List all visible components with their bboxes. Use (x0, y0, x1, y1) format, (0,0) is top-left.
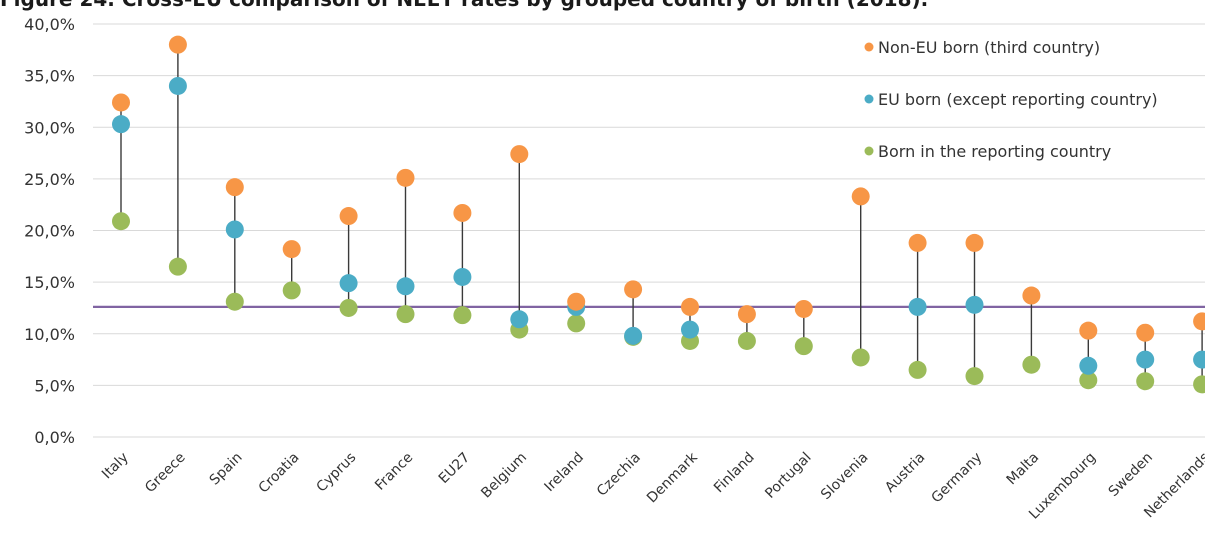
data-point (624, 326, 643, 345)
data-point (737, 305, 756, 324)
x-tick-label: France (372, 450, 416, 494)
data-point (567, 314, 586, 333)
legend-marker (864, 146, 874, 156)
data-point (225, 220, 244, 239)
data-point (965, 295, 984, 314)
x-tick-label: Portugal (762, 450, 814, 502)
legend-marker (864, 94, 874, 104)
data-point (112, 115, 130, 134)
data-point (396, 305, 415, 324)
y-tick-label: 5,0% (34, 376, 75, 395)
data-point (1193, 350, 1205, 369)
grid-lines (93, 23, 1205, 438)
data-point (453, 203, 472, 222)
data-point (1079, 371, 1098, 390)
x-tick-label: Belgium (478, 450, 530, 502)
legend-label: Born in the reporting country (878, 142, 1111, 161)
data-point (624, 280, 643, 299)
x-tick-label: Germany (929, 450, 986, 507)
y-tick-label: 15,0% (24, 273, 75, 292)
x-tick-label: Greece (142, 450, 189, 497)
y-tick-label: 35,0% (24, 67, 75, 86)
data-point (168, 35, 187, 54)
data-point (396, 168, 415, 187)
data-point (453, 306, 472, 325)
data-point (908, 233, 927, 252)
x-axis-ticks: Italy Greece Spain Croatia Cyprus France EU27 B… (99, 449, 1205, 523)
data-point (1022, 355, 1041, 374)
data-point (168, 76, 187, 95)
data-point (339, 298, 358, 317)
y-tick-label: 0,0% (34, 428, 75, 447)
data-point (453, 267, 472, 286)
x-tick-label: Malta (1004, 450, 1043, 489)
legend: Non-EU born (third country) EU born (exce… (864, 38, 1158, 161)
x-tick-label: Czechia (594, 450, 644, 500)
data-point (794, 337, 813, 356)
data-point (908, 360, 927, 379)
x-tick-label: Slovenia (818, 450, 871, 503)
data-point (1079, 321, 1098, 340)
legend-marker (864, 42, 874, 52)
y-tick-label: 30,0% (24, 118, 75, 137)
y-tick-label: 20,0% (24, 222, 75, 241)
data-point (1136, 323, 1155, 342)
y-tick-label: 10,0% (24, 325, 75, 344)
data-point (1136, 350, 1155, 369)
x-tick-label: EU27 (436, 450, 473, 487)
data-point (965, 233, 984, 252)
data-point (225, 292, 244, 311)
data-point (1193, 312, 1205, 331)
data-point (681, 320, 699, 339)
x-tick-label: Denmark (644, 449, 701, 506)
y-axis-ticks: 0,0% 5,0% 10,0% 15,0% 20,0% 25,0% 30,0% 35,0% 40… (24, 15, 75, 447)
data-point (282, 281, 301, 300)
data-point (396, 277, 415, 296)
data-point (282, 240, 301, 259)
data-point (851, 348, 870, 367)
data-point (908, 297, 927, 316)
data-point (339, 207, 358, 226)
data-point (965, 367, 984, 386)
x-tick-label: Finland (711, 450, 758, 497)
data-point (1136, 372, 1155, 391)
x-tick-label: Austria (882, 450, 928, 496)
data-point (510, 310, 529, 329)
data-point (112, 93, 130, 112)
x-tick-label: Sweden (1106, 450, 1156, 500)
x-tick-label: Cyprus (314, 450, 360, 496)
data-point (510, 145, 529, 164)
x-tick-label: Spain (207, 450, 246, 489)
data-point (794, 299, 813, 318)
data-point (1079, 356, 1098, 375)
data-point (1193, 375, 1205, 394)
legend-label: Non-EU born (third country) (878, 38, 1100, 57)
data-point (112, 212, 130, 231)
data-point (567, 292, 586, 311)
y-tick-label: 40,0% (24, 15, 75, 34)
data-point (1022, 286, 1041, 305)
data-point (737, 331, 756, 350)
data-points (112, 35, 1205, 394)
legend-label: EU born (except reporting country) (878, 90, 1158, 109)
data-point (168, 257, 187, 276)
chart-title: Figure 24. Cross-EU comparison of NEET r… (0, 0, 928, 11)
y-tick-label: 25,0% (24, 170, 75, 189)
x-tick-label: Italy (99, 450, 132, 483)
x-tick-label: Ireland (541, 450, 587, 496)
x-tick-label: Croatia (256, 450, 303, 497)
data-point (681, 297, 699, 316)
data-point (851, 187, 870, 206)
data-point (339, 274, 358, 293)
data-point (225, 178, 244, 197)
